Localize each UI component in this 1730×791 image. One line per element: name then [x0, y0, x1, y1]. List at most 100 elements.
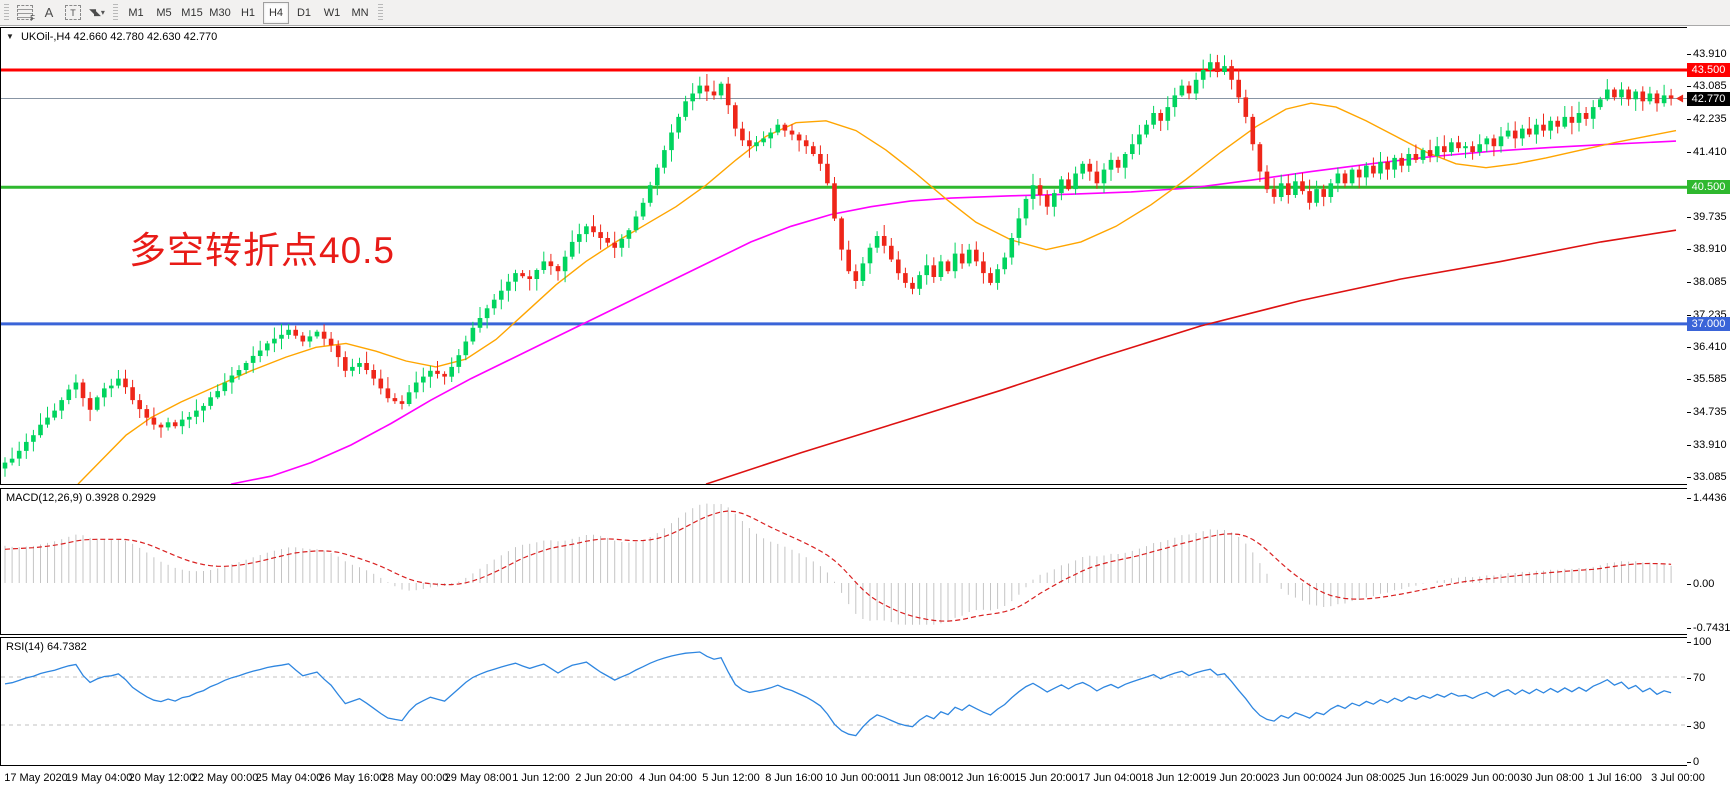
time-label: 1 Jul 16:00	[1588, 772, 1642, 784]
time-label: 15 Jun 20:00	[1014, 772, 1078, 784]
time-label: 20 May 12:00	[128, 772, 196, 784]
time-label: 19 Jun 20:00	[1204, 772, 1268, 784]
price-tick: 36.410	[1693, 341, 1727, 353]
timeframe-button-MN[interactable]: MN	[351, 6, 369, 19]
time-label: 11 Jun 08:00	[888, 772, 952, 784]
axis-tick-mark	[1687, 249, 1691, 250]
axis-tick-mark	[1687, 347, 1691, 348]
time-label: 2 Jun 20:00	[575, 772, 633, 784]
axis-tick-mark	[1687, 477, 1691, 478]
main-chart-panel[interactable]: ▼ UKOil-,H4 42.660 42.780 42.630 42.770 …	[0, 27, 1688, 485]
axis-tick-mark	[1687, 315, 1691, 316]
price-tick: 43.910	[1693, 48, 1727, 60]
macd-label: MACD(12,26,9) 0.3928 0.2929	[6, 492, 156, 504]
time-label: 19 May 04:00	[65, 772, 133, 784]
time-label: 4 Jun 04:00	[639, 772, 697, 784]
timeframe-button-M15[interactable]: M15	[181, 6, 203, 19]
macd-panel[interactable]: MACD(12,26,9) 0.3928 0.2929	[0, 488, 1688, 635]
time-label: 1 Jun 12:00	[512, 772, 570, 784]
text-tool-icon[interactable]: A	[44, 5, 54, 20]
timeframe-button-M30[interactable]: M30	[209, 6, 231, 19]
arrows-tool-icon[interactable]: ◥◣ ▾	[89, 7, 105, 17]
axis-tick-mark	[1687, 584, 1691, 585]
price-tick: 42.235	[1693, 113, 1727, 125]
rsi-tick: 30	[1693, 720, 1706, 732]
time-label: 17 Jun 04:00	[1078, 772, 1142, 784]
time-label: 18 Jun 12:00	[1141, 772, 1205, 784]
rsi-tick: 0	[1693, 756, 1700, 768]
annotation-text: 多空转折点40.5	[129, 230, 396, 271]
bid-price-badge: 42.770	[1687, 92, 1730, 106]
time-label: 24 Jun 08:00	[1330, 772, 1394, 784]
symbol-ohlc-text: UKOil-,H4 42.660 42.780 42.630 42.770	[20, 31, 218, 43]
time-label: 29 Jun 00:00	[1456, 772, 1520, 784]
toolbar-grip[interactable]	[4, 3, 9, 22]
time-label: 8 Jun 16:00	[765, 772, 823, 784]
axis-tick-mark	[1687, 119, 1691, 120]
price-tick: 33.085	[1693, 471, 1727, 483]
fibonacci-tool-icon[interactable]: F	[14, 3, 36, 23]
rsi-label: RSI(14) 64.7382	[6, 641, 87, 653]
timeframe-button-D1[interactable]: D1	[296, 6, 312, 19]
time-label: 12 Jun 16:00	[951, 772, 1015, 784]
axis-tick-mark	[1687, 86, 1691, 87]
time-label: 25 Jun 16:00	[1393, 772, 1457, 784]
axis-tick-mark	[1687, 642, 1691, 643]
axis-tick-mark	[1687, 445, 1691, 446]
time-label: 25 May 04:00	[255, 772, 323, 784]
chevron-down-icon[interactable]: ▼	[6, 32, 14, 41]
axis-tick-mark	[1687, 628, 1691, 629]
price-tick: 41.410	[1693, 146, 1727, 158]
candlestick-chart[interactable]	[1, 28, 1687, 484]
label-tool-icon[interactable]: T	[62, 3, 84, 23]
time-label: 10 Jun 00:00	[825, 772, 889, 784]
time-label: 29 May 08:00	[444, 772, 512, 784]
axis-tick-mark	[1687, 412, 1691, 413]
toolbar: F A T ◥◣ ▾ M1 M5 M15 M30 H1 H4 D1 W1 MN	[0, 0, 1730, 26]
price-tick: 43.085	[1693, 80, 1727, 92]
price-tick: 39.735	[1693, 211, 1727, 223]
timeframe-button-H1[interactable]: H1	[240, 6, 256, 19]
timeframe-buttons-group: M1 M5 M15 M30 H1 H4 D1 W1 MN	[122, 1, 374, 24]
chart-title: ▼ UKOil-,H4 42.660 42.780 42.630 42.770	[6, 31, 217, 43]
price-tick: 35.585	[1693, 373, 1727, 385]
macd-tick: -0.7431	[1693, 622, 1730, 634]
axis-tick-mark	[1687, 379, 1691, 380]
time-label: 17 May 2020	[4, 772, 68, 784]
drawing-tools-group: F A T ◥◣ ▾	[13, 3, 109, 23]
price-tick: 33.910	[1693, 439, 1727, 451]
timeframe-button-M5[interactable]: M5	[156, 6, 172, 19]
timeframe-button-M1[interactable]: M1	[128, 6, 144, 19]
price-scale[interactable]: 43.910 43.085 42.235 41.410 39.735 38.910 38.0…	[1687, 27, 1730, 768]
rsi-tick: 100	[1693, 636, 1712, 648]
time-label: 5 Jun 12:00	[702, 772, 760, 784]
axis-tick-mark	[1687, 762, 1691, 763]
rsi-chart[interactable]	[1, 638, 1687, 765]
time-label: 30 Jun 08:00	[1520, 772, 1584, 784]
timeframe-button-W1[interactable]: W1	[323, 6, 341, 19]
axis-tick-mark	[1687, 217, 1691, 218]
hline-price-badge: 40.500	[1687, 180, 1730, 194]
macd-chart[interactable]	[1, 489, 1687, 634]
toolbar-grip-2[interactable]	[113, 3, 118, 22]
timeframe-button-H4[interactable]: H4	[263, 1, 289, 24]
time-label: 22 May 00:00	[191, 772, 259, 784]
axis-tick-mark	[1687, 678, 1691, 679]
time-label: 23 Jun 00:00	[1267, 772, 1331, 784]
rsi-panel[interactable]: RSI(14) 64.7382	[0, 637, 1688, 766]
rsi-tick: 70	[1693, 672, 1706, 684]
toolbar-grip-3[interactable]	[378, 3, 383, 22]
axis-tick-mark	[1687, 152, 1691, 153]
time-label: 3 Jul 00:00	[1651, 772, 1705, 784]
hline-price-badge: 37.000	[1687, 317, 1730, 331]
axis-tick-mark	[1687, 498, 1691, 499]
axis-tick-mark	[1687, 726, 1691, 727]
price-tick: 34.735	[1693, 406, 1727, 418]
time-axis[interactable]: 17 May 2020 19 May 04:00 20 May 12:00 22 Ma…	[0, 766, 1730, 791]
axis-tick-mark	[1687, 54, 1691, 55]
price-tick: 38.910	[1693, 243, 1727, 255]
price-tick: 38.085	[1693, 276, 1727, 288]
axis-tick-mark	[1687, 282, 1691, 283]
hline-price-badge: 43.500	[1687, 63, 1730, 77]
